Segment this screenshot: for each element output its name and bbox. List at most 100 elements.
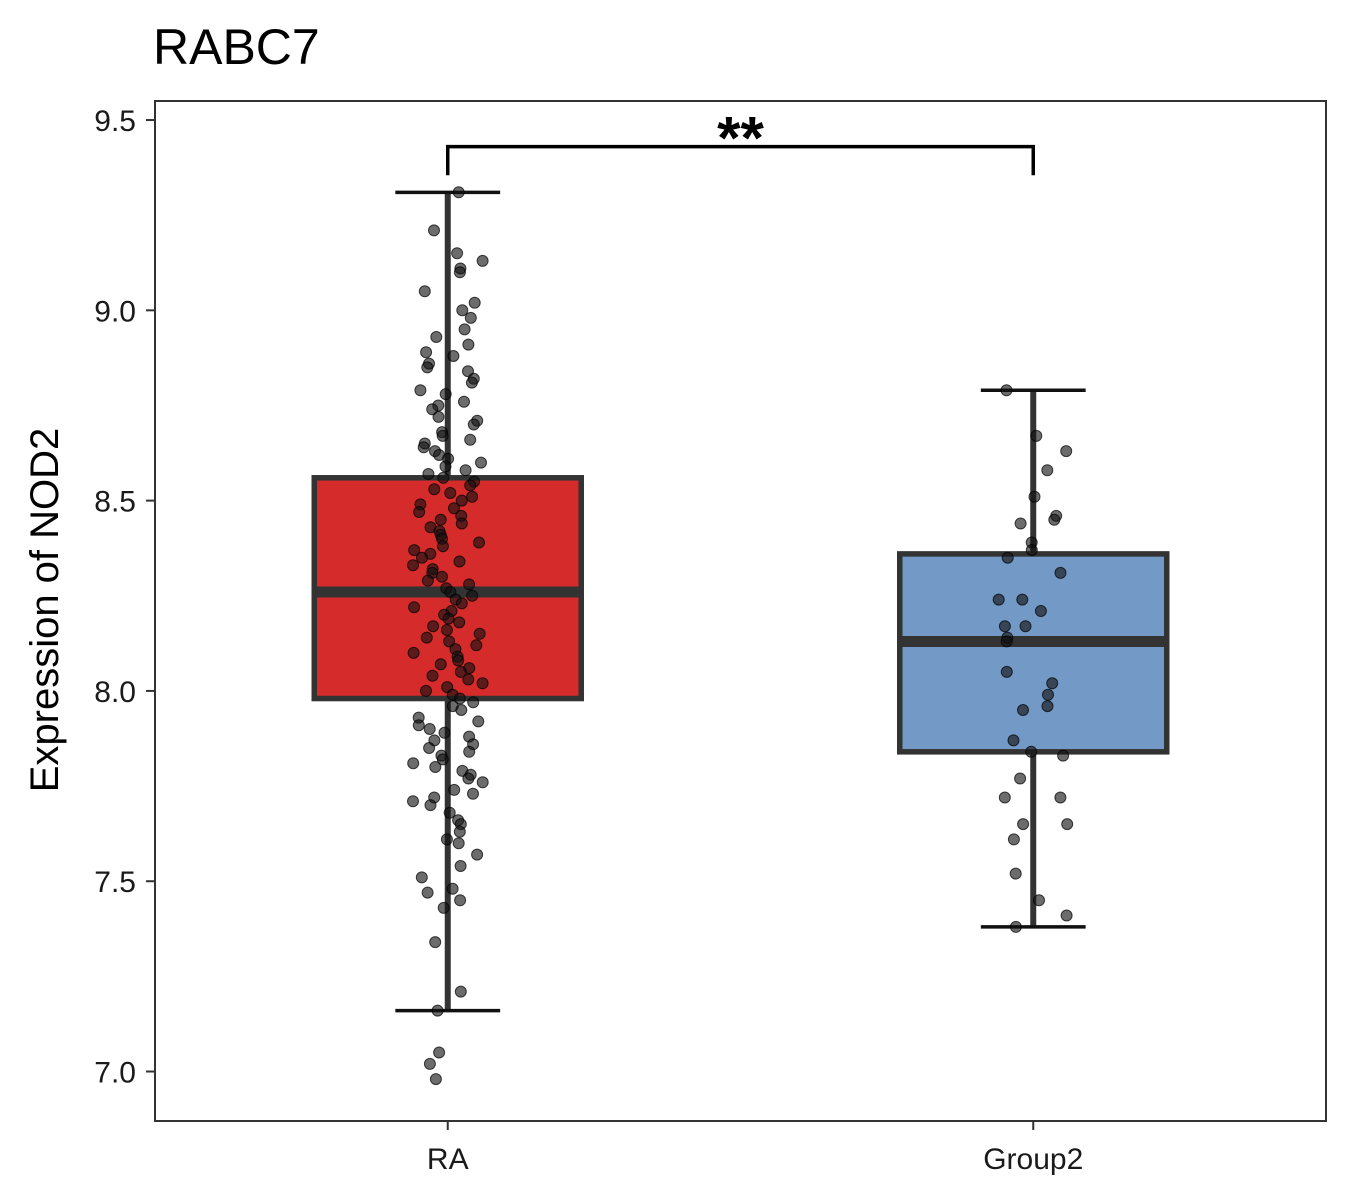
- data-point: [453, 555, 466, 568]
- box-series: [311, 190, 1170, 1013]
- data-point: [443, 806, 456, 819]
- data-point: [427, 620, 440, 633]
- data-point: [423, 742, 436, 754]
- data-point: [453, 266, 466, 279]
- data-point: [1000, 384, 1013, 397]
- data-point: [437, 471, 450, 484]
- data-point: [467, 787, 479, 800]
- data-point: [455, 517, 468, 530]
- data-point: [1000, 665, 1013, 678]
- data-point: [434, 513, 447, 526]
- data-point: [418, 285, 431, 298]
- data-point: [448, 783, 461, 796]
- data-point: [436, 540, 449, 553]
- data-point: [456, 304, 469, 317]
- data-point: [476, 254, 489, 267]
- data-point: [436, 429, 449, 442]
- data-point: [1034, 605, 1047, 617]
- data-point: [430, 331, 443, 343]
- data-point: [426, 403, 439, 416]
- data-point: [1017, 704, 1029, 716]
- data-point: [451, 247, 464, 260]
- box-body: [897, 551, 1170, 755]
- data-point: [1061, 818, 1074, 831]
- data-point: [407, 757, 420, 770]
- data-point: [417, 441, 430, 454]
- data-point: [442, 612, 455, 625]
- data-point: [1007, 833, 1020, 846]
- y-tick-label: 7.0: [94, 1057, 136, 1090]
- data-point: [407, 559, 419, 572]
- data-point: [431, 1004, 444, 1017]
- data-point: [1028, 490, 1041, 503]
- data-point: [1001, 551, 1014, 564]
- data-point: [428, 483, 441, 496]
- data-point: [466, 490, 479, 503]
- data-point: [443, 635, 456, 648]
- data-point: [462, 772, 475, 785]
- data-point: [421, 886, 434, 899]
- data-point: [414, 384, 427, 397]
- data-point: [407, 646, 420, 659]
- data-point: [453, 616, 466, 629]
- data-point: [464, 433, 477, 446]
- data-point: [464, 311, 477, 324]
- data-point: [455, 494, 468, 507]
- data-point: [467, 418, 480, 431]
- data-point: [1041, 464, 1054, 477]
- data-point: [1046, 677, 1059, 690]
- y-tick-label: 8.5: [94, 486, 136, 519]
- data-point: [452, 186, 465, 199]
- data-point: [429, 761, 442, 773]
- y-axis-title: Expression of NOD2: [23, 428, 67, 793]
- data-point: [998, 791, 1011, 804]
- data-point: [459, 464, 472, 477]
- data-point: [467, 696, 480, 709]
- data-point: [420, 684, 432, 697]
- data-point: [1009, 867, 1022, 880]
- jitter-points: [407, 186, 1074, 1086]
- data-point: [1060, 909, 1073, 922]
- data-point: [447, 350, 460, 362]
- significance-bracket-line: [446, 144, 1035, 176]
- data-point: [455, 704, 468, 716]
- data-point: [473, 536, 485, 549]
- data-point: [473, 627, 486, 640]
- data-point: [1054, 791, 1067, 804]
- significance-bracket: **: [446, 105, 1035, 176]
- data-point: [1060, 445, 1073, 458]
- data-point: [452, 654, 465, 667]
- data-point: [412, 719, 425, 732]
- data-point: [420, 346, 433, 359]
- data-point: [463, 578, 476, 591]
- data-point: [998, 620, 1011, 633]
- data-point: [476, 776, 489, 789]
- data-point: [436, 570, 448, 583]
- data-point: [428, 224, 440, 237]
- data-point: [416, 551, 428, 564]
- y-axis: 7.0 7.5 8.0 8.5 9.0 9.5: [94, 105, 155, 1090]
- data-point: [436, 753, 449, 766]
- data-point: [465, 376, 478, 389]
- box-group2: [897, 388, 1170, 929]
- data-point: [413, 506, 426, 518]
- data-point: [454, 860, 467, 872]
- data-point: [1014, 772, 1027, 785]
- data-point: [434, 658, 447, 671]
- data-point: [462, 673, 475, 686]
- data-point: [454, 665, 467, 678]
- data-point: [408, 601, 421, 614]
- data-point: [440, 624, 453, 636]
- data-point: [422, 468, 435, 480]
- data-point: [1017, 818, 1030, 831]
- data-point: [455, 597, 468, 610]
- data-point: [446, 882, 459, 895]
- chart-title: RABC7: [153, 19, 320, 75]
- x-axis: RA Group2: [427, 1121, 1083, 1176]
- data-point: [454, 894, 467, 907]
- data-point: [476, 677, 489, 690]
- data-point: [448, 502, 460, 515]
- data-point: [1019, 620, 1032, 633]
- data-point: [452, 837, 465, 850]
